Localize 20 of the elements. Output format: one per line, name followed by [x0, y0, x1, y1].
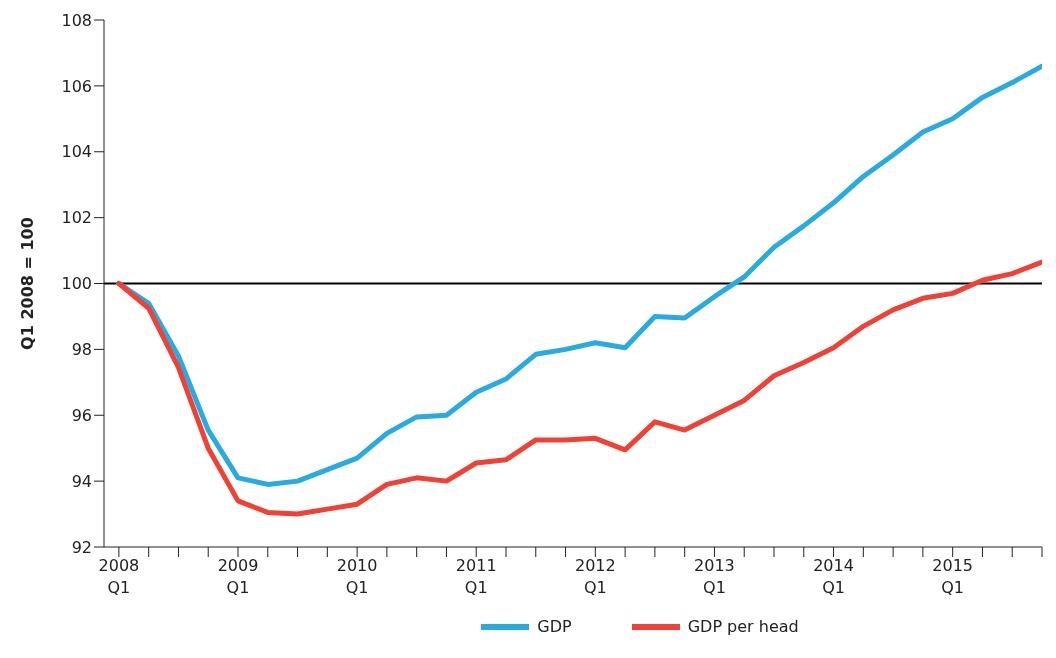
- x-tick-label: 2010 Q1: [336, 556, 378, 597]
- x-tick-label: 2014 Q1: [813, 556, 854, 597]
- y-tick-label: 104: [61, 142, 92, 162]
- x-tick-label: 2011 Q1: [455, 556, 497, 597]
- y-tick-label: 92: [71, 537, 92, 557]
- x-tick-label: 2015 Q1: [932, 556, 974, 597]
- x-tick-label: 2008 Q1: [98, 556, 140, 597]
- x-tick-label: 2012 Q1: [574, 556, 616, 597]
- y-tick-label: 108: [61, 10, 92, 30]
- legend-label: GDP: [537, 617, 572, 636]
- y-tick-label: 102: [61, 208, 92, 228]
- y-tick-label: 96: [71, 405, 92, 425]
- y-axis-title: Q1 2008 = 100: [17, 217, 37, 350]
- y-tick-label: 94: [71, 471, 92, 491]
- y-tick-label: 98: [71, 340, 92, 360]
- x-tick-label: 2009 Q1: [217, 556, 259, 597]
- y-tick-label: 100: [61, 274, 92, 294]
- y-tick-label: 106: [61, 76, 92, 96]
- x-tick-label: 2013 Q1: [694, 556, 735, 597]
- legend-label: GDP per head: [687, 617, 799, 636]
